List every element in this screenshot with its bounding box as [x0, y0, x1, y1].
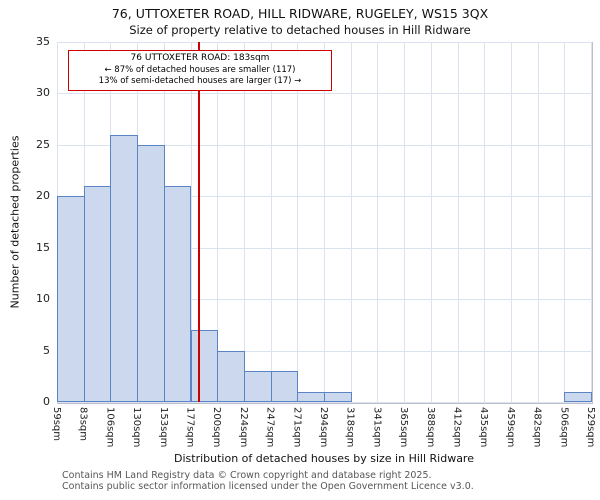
bar [163, 186, 192, 402]
x-tick-label: 247sqm [264, 407, 276, 448]
x-axis-label: Distribution of detached houses by size … [174, 452, 474, 465]
x-tick-label: 200sqm [211, 407, 223, 448]
v-gridline [510, 42, 512, 402]
x-tick-label: 459sqm [504, 407, 516, 448]
x-tick-label: 435sqm [478, 407, 490, 448]
bar [297, 391, 325, 402]
bar [83, 186, 112, 402]
page-title: 76, UTTOXETER ROAD, HILL RIDWARE, RUGELE… [111, 6, 489, 21]
x-tick-label: 506sqm [558, 407, 570, 448]
bar [110, 134, 139, 402]
x-tick-label: 341sqm [371, 407, 383, 448]
footer-line-1: Contains HM Land Registry data © Crown c… [62, 470, 432, 481]
y-tick-label: 0 [43, 395, 50, 408]
marker-line [197, 42, 200, 402]
y-tick-label: 10 [36, 292, 50, 306]
y-tick-label: 20 [36, 189, 50, 203]
y-tick-label: 15 [36, 240, 50, 254]
v-gridline [324, 42, 325, 402]
annotation-line-3: 13% of semi-detached houses are larger (… [98, 76, 302, 87]
x-tick-label: 224sqm [237, 407, 249, 448]
marker-annotation-box: 76 UTTOXETER ROAD: 183sqm ← 87% of detac… [68, 50, 332, 92]
v-gridline [484, 42, 486, 402]
y-axis-label: Number of detached properties [8, 135, 22, 309]
v-gridline [457, 42, 459, 402]
x-tick-label: 271sqm [291, 407, 303, 448]
x-tick-label: 388sqm [424, 407, 436, 448]
v-gridline [591, 42, 592, 402]
x-tick-label: 106sqm [104, 407, 116, 448]
x-tick-label: 294sqm [318, 407, 329, 448]
annotation-line-2: ← 87% of detached houses are smaller (11… [104, 64, 296, 75]
bar [243, 371, 272, 402]
h-gridline [57, 402, 591, 403]
x-tick-label: 153sqm [157, 407, 169, 448]
y-tick-label: 25 [36, 137, 50, 151]
bar [190, 330, 219, 402]
bar [217, 350, 245, 402]
x-tick-label: 130sqm [131, 407, 143, 448]
bar [564, 391, 592, 402]
bar [57, 196, 85, 402]
v-gridline [564, 42, 566, 402]
x-tick-label: 412sqm [451, 407, 463, 448]
bar [137, 144, 165, 402]
x-tick-label: 177sqm [184, 407, 196, 448]
y-tick-label: 5 [43, 343, 50, 357]
v-gridline [217, 42, 219, 402]
page-subtitle: Size of property relative to detached ho… [129, 23, 471, 37]
x-tick-label: 529sqm [585, 407, 596, 448]
v-gridline [350, 42, 352, 402]
y-tick-label: 30 [36, 86, 50, 100]
v-gridline [537, 42, 539, 402]
v-gridline [404, 42, 406, 402]
bar [324, 391, 352, 402]
footer-line-2: Contains public sector information licen… [62, 481, 474, 492]
x-tick-label: 59sqm [51, 407, 62, 442]
x-tick-label: 365sqm [398, 407, 410, 448]
bar [270, 371, 299, 402]
v-gridline [430, 42, 432, 402]
y-tick-label: 35 [36, 35, 50, 48]
annotation-line-1: 76 UTTOXETER ROAD: 183sqm [130, 53, 270, 63]
v-gridline [270, 42, 272, 402]
v-gridline [297, 42, 299, 402]
x-tick-label: 318sqm [344, 407, 356, 448]
v-gridline [377, 42, 379, 402]
x-tick-label: 482sqm [531, 407, 543, 448]
v-gridline [243, 42, 245, 402]
x-tick-label: 83sqm [77, 407, 89, 442]
